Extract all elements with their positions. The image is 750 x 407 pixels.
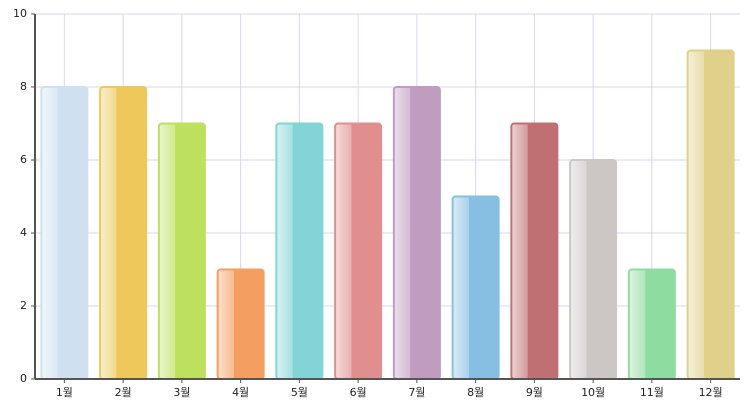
x-tick-label: 1월 — [56, 386, 73, 399]
bar — [40, 86, 89, 380]
y-tick-label: 0 — [20, 372, 27, 385]
y-tick-label: 2 — [20, 299, 27, 312]
x-tick-label: 5월 — [291, 386, 308, 399]
x-tick-label: 7월 — [408, 386, 425, 399]
x-tick-label: 10월 — [581, 386, 605, 399]
bar — [216, 268, 265, 380]
y-tick-label: 6 — [20, 153, 27, 166]
bar — [686, 49, 735, 380]
bar — [157, 122, 206, 380]
x-tick-label: 2월 — [115, 386, 132, 399]
y-tick-label: 10 — [13, 7, 27, 20]
x-tick-label: 6월 — [350, 386, 367, 399]
bar — [334, 122, 383, 380]
x-tick-label: 12월 — [699, 386, 723, 399]
bar — [451, 195, 500, 380]
x-tick-label: 8월 — [467, 386, 484, 399]
bar — [510, 122, 559, 380]
bar — [392, 86, 441, 380]
y-tick-label: 8 — [20, 80, 27, 93]
x-tick-label: 9월 — [526, 386, 543, 399]
bar — [627, 268, 676, 380]
bar — [569, 159, 618, 380]
x-tick-label: 4월 — [232, 386, 249, 399]
bar — [99, 86, 148, 380]
x-tick-label: 3월 — [173, 386, 190, 399]
y-tick-label: 4 — [20, 226, 27, 239]
bar — [275, 122, 324, 380]
x-tick-label: 11월 — [640, 386, 664, 399]
